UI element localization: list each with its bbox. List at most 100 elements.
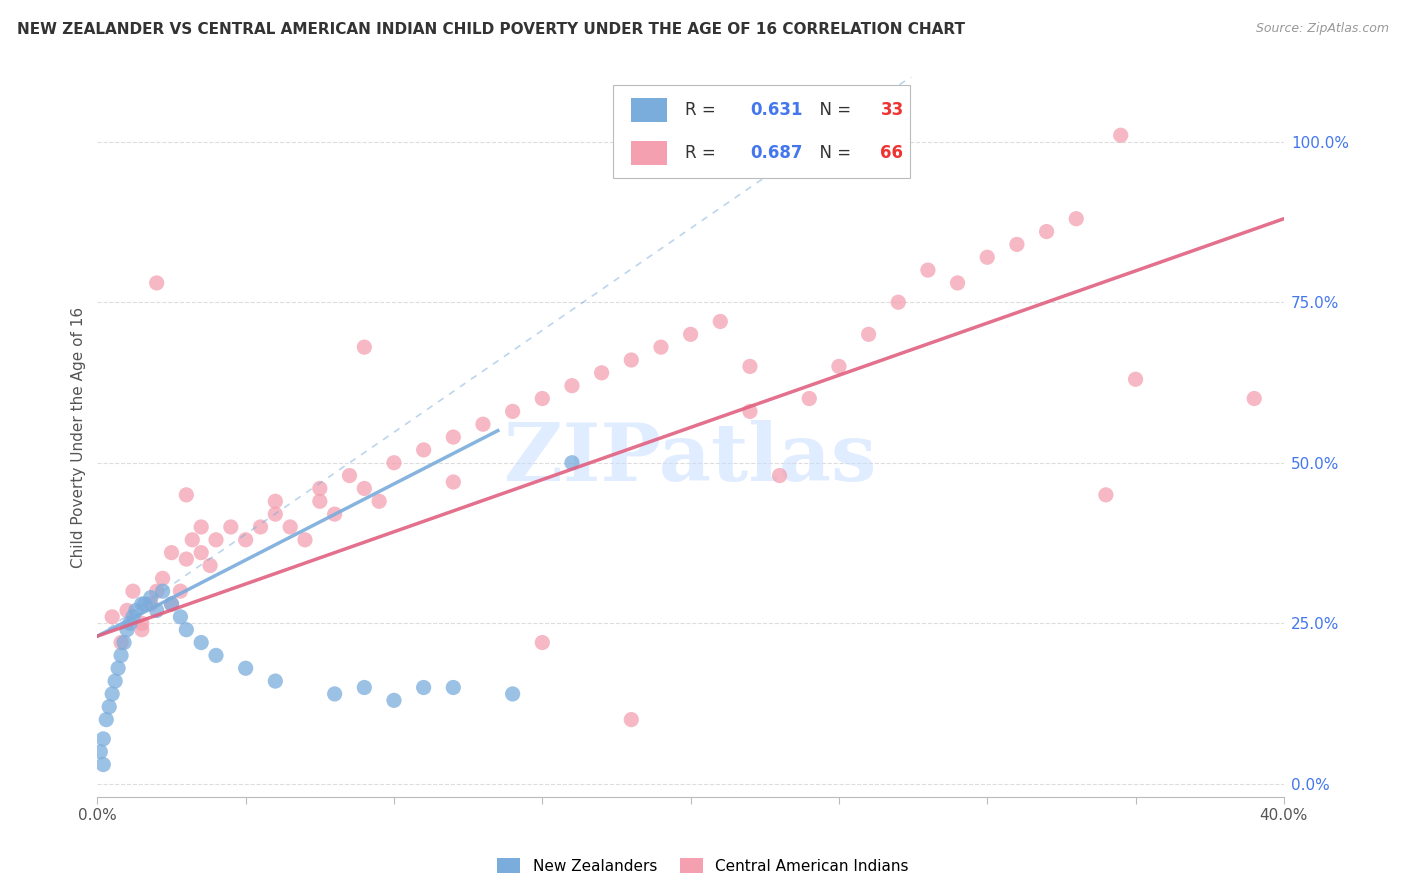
Point	[323, 687, 346, 701]
Point	[91, 731, 114, 746]
Point	[441, 430, 464, 444]
Point	[139, 597, 162, 611]
Point	[472, 417, 495, 432]
Point	[264, 494, 287, 508]
Text: R =: R =	[685, 144, 721, 162]
Point	[205, 648, 228, 663]
Point	[368, 494, 391, 508]
Point	[650, 340, 672, 354]
Point	[353, 681, 375, 695]
Point	[828, 359, 851, 374]
Point	[160, 597, 183, 611]
Point	[976, 250, 998, 264]
Point	[122, 584, 145, 599]
Point	[768, 468, 790, 483]
Point	[152, 584, 174, 599]
Point	[308, 482, 330, 496]
Point	[145, 276, 167, 290]
Point	[235, 661, 257, 675]
Point	[561, 456, 583, 470]
Text: 0.631: 0.631	[749, 101, 803, 119]
Point	[531, 392, 554, 406]
Point	[96, 713, 118, 727]
Point	[264, 507, 287, 521]
Point	[799, 392, 821, 406]
Point	[441, 681, 464, 695]
Point	[591, 366, 613, 380]
Point	[264, 674, 287, 689]
Point	[190, 635, 212, 649]
Point	[531, 635, 554, 649]
Point	[152, 571, 174, 585]
Point	[112, 635, 135, 649]
Point	[412, 681, 434, 695]
Point	[946, 276, 969, 290]
Point	[858, 327, 880, 342]
Point	[89, 745, 111, 759]
Point	[198, 558, 221, 573]
Point	[98, 699, 121, 714]
Point	[115, 623, 138, 637]
Point	[679, 327, 702, 342]
Point	[502, 404, 524, 418]
Point	[125, 603, 148, 617]
Point	[323, 507, 346, 521]
Point	[917, 263, 939, 277]
Point	[107, 661, 129, 675]
Text: 33: 33	[880, 101, 904, 119]
Bar	[631, 141, 666, 165]
Point	[278, 520, 301, 534]
Point	[382, 693, 405, 707]
Point	[502, 687, 524, 701]
Point	[709, 314, 731, 328]
Point	[160, 597, 183, 611]
Text: Source: ZipAtlas.com: Source: ZipAtlas.com	[1256, 22, 1389, 36]
Point	[110, 648, 132, 663]
Point	[131, 597, 153, 611]
Point	[382, 456, 405, 470]
Point	[139, 591, 162, 605]
Text: N =: N =	[810, 101, 856, 119]
Point	[1005, 237, 1028, 252]
Point	[1064, 211, 1087, 226]
Point	[205, 533, 228, 547]
Point	[620, 713, 643, 727]
FancyBboxPatch shape	[613, 85, 910, 178]
Text: R =: R =	[685, 101, 721, 119]
Point	[131, 616, 153, 631]
Point	[160, 546, 183, 560]
Point	[101, 687, 124, 701]
Point	[235, 533, 257, 547]
Point	[249, 520, 271, 534]
Text: 0.687: 0.687	[749, 144, 803, 162]
Point	[134, 597, 156, 611]
Point	[412, 442, 434, 457]
Point	[190, 520, 212, 534]
Point	[1125, 372, 1147, 386]
Point	[145, 584, 167, 599]
Point	[441, 475, 464, 489]
Point	[294, 533, 316, 547]
Point	[176, 623, 198, 637]
Point	[169, 610, 191, 624]
Point	[1243, 392, 1265, 406]
Text: ZIPatlas: ZIPatlas	[505, 419, 877, 498]
Point	[91, 757, 114, 772]
Point	[181, 533, 204, 547]
Point	[115, 603, 138, 617]
Point	[110, 635, 132, 649]
Point	[738, 359, 761, 374]
Point	[353, 482, 375, 496]
Point	[738, 404, 761, 418]
Point	[145, 603, 167, 617]
Point	[176, 552, 198, 566]
Point	[104, 674, 127, 689]
Point	[887, 295, 910, 310]
Point	[169, 584, 191, 599]
Point	[131, 623, 153, 637]
Point	[122, 610, 145, 624]
Text: N =: N =	[810, 144, 856, 162]
Point	[308, 494, 330, 508]
Point	[118, 616, 141, 631]
Point	[561, 378, 583, 392]
